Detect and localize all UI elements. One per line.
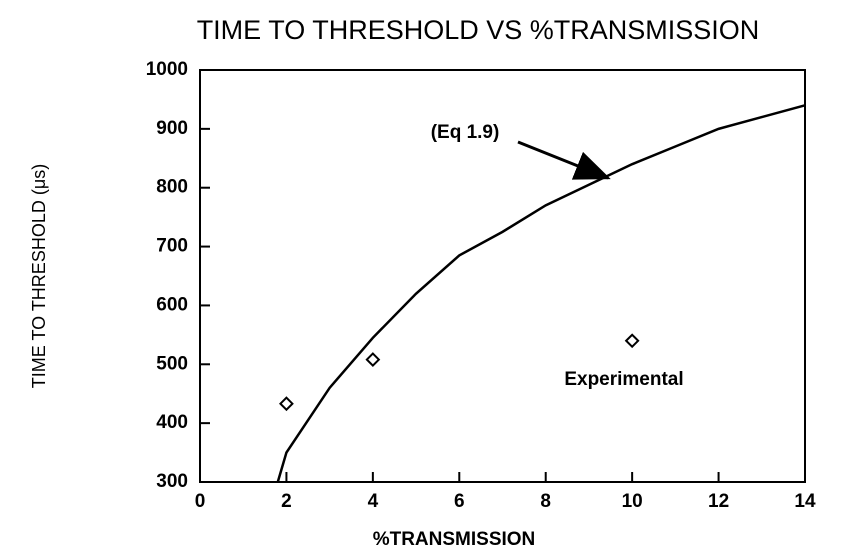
y-tick-label: 900 (156, 118, 188, 139)
annotation-arrow (517, 140, 611, 180)
data-point (624, 333, 640, 349)
annotation: Experimental (564, 369, 683, 390)
x-tick-label: 0 (195, 491, 206, 512)
curve (276, 104, 806, 483)
x-tick-label: 10 (622, 491, 643, 512)
x-tick-label: 6 (454, 491, 465, 512)
y-tick-label: 600 (156, 294, 188, 315)
y-tick-label: 400 (156, 412, 188, 433)
chart-title: TIME TO THRESHOLD VS %TRANSMISSION (197, 15, 760, 45)
y-tick-label: 300 (156, 471, 188, 492)
x-tick-label: 12 (708, 491, 729, 512)
data-point (365, 352, 381, 367)
y-tick-label: 500 (156, 353, 188, 374)
plot-frame (199, 69, 806, 483)
x-tick-label: 8 (540, 491, 551, 512)
y-tick-label: 800 (156, 177, 188, 198)
y-tick-label: 700 (156, 236, 188, 257)
data-point (279, 396, 294, 412)
x-tick-label: 14 (794, 491, 816, 512)
x-tick-label: 2 (281, 491, 292, 512)
annotation: (Eq 1.9) (431, 122, 500, 143)
x-axis-label: %TRANSMISSION (373, 529, 536, 550)
y-axis-label: TIME TO THRESHOLD (μs) (29, 164, 49, 388)
x-tick-label: 4 (368, 491, 379, 512)
y-tick-label: 1000 (146, 59, 188, 80)
